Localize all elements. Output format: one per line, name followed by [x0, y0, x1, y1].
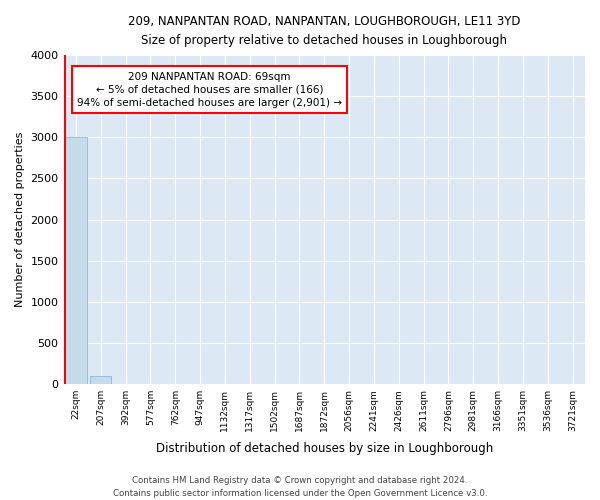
- Bar: [65, 138, 86, 384]
- Text: Contains HM Land Registry data © Crown copyright and database right 2024.
Contai: Contains HM Land Registry data © Crown c…: [113, 476, 487, 498]
- Bar: [90, 376, 112, 384]
- Text: 209 NANPANTAN ROAD: 69sqm
← 5% of detached houses are smaller (166)
94% of semi-: 209 NANPANTAN ROAD: 69sqm ← 5% of detach…: [77, 72, 342, 108]
- Y-axis label: Number of detached properties: Number of detached properties: [15, 132, 25, 307]
- Title: 209, NANPANTAN ROAD, NANPANTAN, LOUGHBOROUGH, LE11 3YD
Size of property relative: 209, NANPANTAN ROAD, NANPANTAN, LOUGHBOR…: [128, 15, 521, 47]
- X-axis label: Distribution of detached houses by size in Loughborough: Distribution of detached houses by size …: [155, 442, 493, 455]
